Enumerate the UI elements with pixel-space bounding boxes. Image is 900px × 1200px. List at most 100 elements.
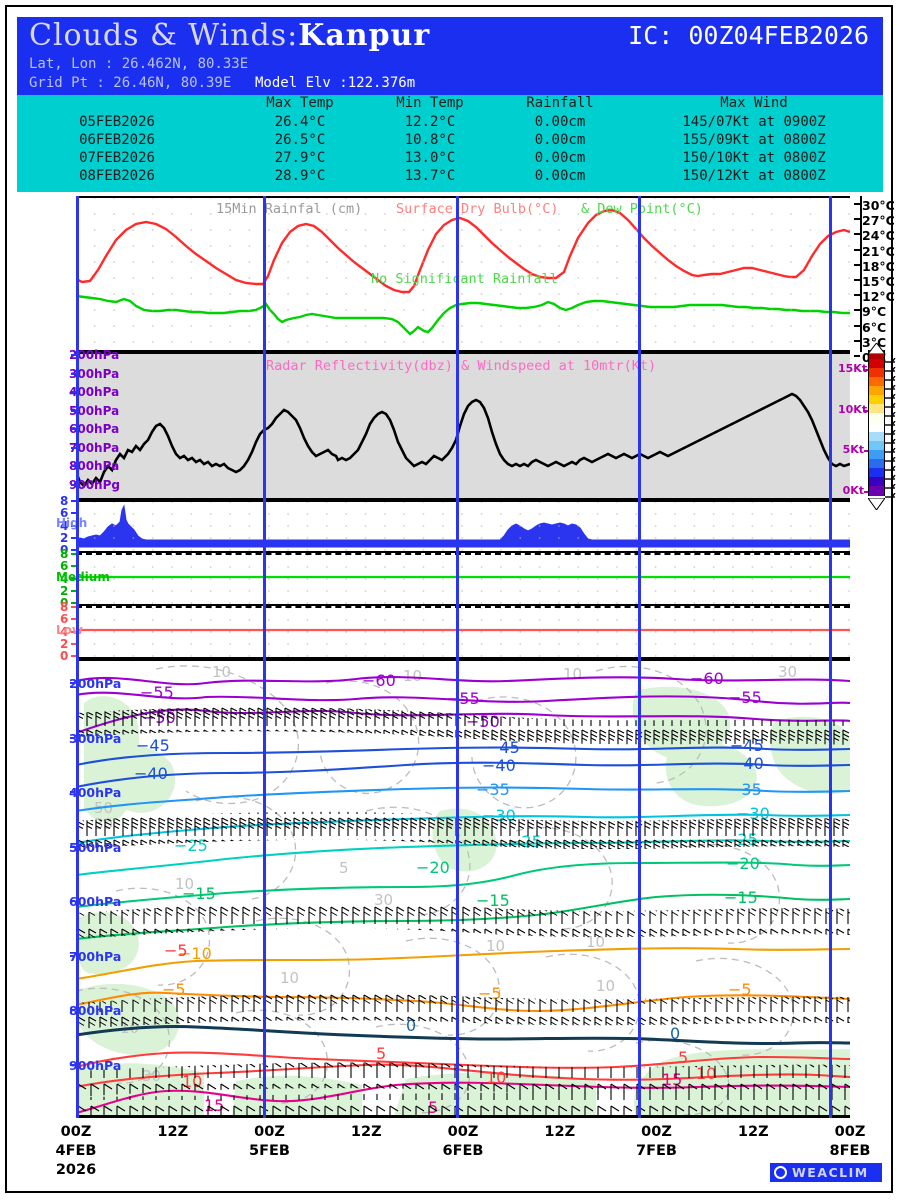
colorbar-barb-icon: [885, 351, 896, 363]
colorbar-barb-icon: [885, 414, 896, 426]
page-border: [5, 5, 893, 1193]
medium-cloud-panel: [76, 553, 850, 606]
colorbar-label: 15Kt: [838, 362, 868, 375]
colorbar-barb-icon: [885, 378, 896, 390]
dayline-00z-7feb: [638, 196, 641, 1118]
colorbar-segment: [868, 395, 885, 405]
wind-barbs-200hpa: [76, 707, 850, 745]
colorbar-barb-icon: [885, 405, 896, 417]
time-tick-hour: 00Z: [254, 1124, 285, 1140]
cross-section-graphic: 10 10 10 30 50 30 10 5 30 10 10 10 10 10…: [76, 663, 850, 1115]
table-row: 06FEB2026 26.5°C 10.8°C 0.00cm 155/09Kt at 0…: [17, 131, 883, 149]
isotherm--60: [76, 676, 850, 686]
colorbar-segment: [868, 377, 885, 387]
cell-max-temp: 26.4°C: [274, 114, 326, 130]
temp-tick-label: 12°C: [862, 289, 895, 305]
station-name: Kanpur: [298, 18, 431, 53]
isotherm-0: [76, 1024, 850, 1046]
temp-tick-label: 18°C: [862, 258, 895, 274]
pressure-tick: [70, 845, 75, 848]
upper-air-cross-section-panel: 10 10 10 30 50 30 10 5 30 10 10 10 10 10…: [76, 659, 850, 1118]
isotherm-label--5: −5: [162, 980, 186, 999]
cloud-tick: [71, 512, 76, 515]
colorbar-barb-icon: [885, 423, 896, 435]
initial-condition-label: IC: 00Z04FEB2026: [628, 21, 869, 50]
wind-barbs-surface: [76, 1089, 850, 1115]
temp-tick: [854, 339, 860, 342]
cell-max-wind: 145/07Kt at 0900Z: [682, 114, 826, 130]
high-cloud-panel: [76, 500, 850, 553]
isotherm-label--40: −40: [730, 754, 764, 773]
copyright-icon: [774, 1166, 787, 1179]
cloud-tick: [71, 553, 76, 555]
time-tick-day: 7FEB: [636, 1143, 677, 1159]
dayline-00z-8feb: [829, 196, 832, 1118]
wind-barbs-400hpa: [76, 811, 850, 850]
dew-point-curve: [76, 294, 850, 336]
rh-label: 5: [339, 859, 349, 877]
cloud-tick-label: 4: [60, 571, 69, 586]
colorbar-segment: [868, 440, 885, 451]
cloud-tick: [71, 500, 76, 502]
isotherm-label--40: −40: [134, 764, 168, 783]
axis-tick: [71, 446, 76, 449]
isotherm-label--35: −35: [476, 780, 510, 799]
isotherm-label-5: 5: [678, 1048, 688, 1067]
rainfall-title: 15Min Rainfal (cm): [216, 201, 363, 217]
time-tick-day: 6FEB: [442, 1143, 484, 1159]
cloud-tick: [71, 577, 76, 580]
cell-rainfall: 0.00cm: [534, 168, 586, 184]
wind-barbs-700hpa: [76, 994, 850, 1029]
pressure-tick: [70, 682, 75, 684]
colorbar-segment: [868, 413, 885, 423]
cell-rainfall: 0.00cm: [534, 132, 586, 148]
colorbar-barb-icon: [885, 486, 896, 499]
colorbar-segment: [868, 368, 885, 378]
dayline-00z-6feb: [456, 196, 459, 1118]
isotherm-label--45: −45: [136, 736, 170, 755]
cloud-tick-label: 0: [60, 543, 69, 557]
temp-tick: [854, 203, 860, 205]
colorbar-barb-icon: [885, 432, 896, 444]
cloud-tick-label: 0: [60, 596, 69, 610]
col-max-wind: Max Wind: [720, 95, 788, 111]
colorbar-barb-icon: [885, 396, 896, 408]
cloud-tick-label: 4: [60, 518, 69, 533]
temp-tick: [854, 263, 860, 266]
isotherm--55: [76, 691, 850, 705]
cell-date: 05FEB2026: [79, 114, 155, 130]
cloud-tick-label: 0: [60, 649, 69, 663]
watermark-text: WEACLIM: [792, 1165, 869, 1180]
isotherm--45: [76, 746, 850, 767]
latlon-label: Lat, Lon : 26.462N, 80.33E: [29, 56, 249, 72]
cloud-tick-label: 8: [60, 494, 69, 508]
rh-label: 30: [778, 663, 797, 681]
time-tick-hour: 00Z: [60, 1124, 92, 1140]
temperature-axis-bar: [852, 196, 862, 352]
isotherm-label--55: −55: [728, 688, 762, 707]
temp-tick-label: 3°C: [862, 334, 887, 350]
time-tick-hour: 00Z: [641, 1124, 672, 1140]
axis-tick: [71, 465, 76, 467]
colorbar-segment: [868, 467, 885, 478]
daily-summary-table: Max Temp Min Temp Rainfall Max Wind 05FE…: [17, 95, 883, 192]
cloud-tick-label: 2: [60, 583, 69, 598]
cloud-tick: [71, 589, 76, 592]
isotherm-label--15: −15: [724, 888, 758, 907]
cloud-tick-label: 8: [60, 600, 69, 614]
dayline-00z-5feb: [263, 196, 266, 1118]
isotherm-label--15: −15: [476, 891, 510, 910]
isotherm-label--60: −60: [362, 671, 396, 690]
isotherm-label--35: −35: [728, 780, 762, 799]
colorbar-barb-icon: [885, 369, 896, 381]
wind-barb-bands: [76, 707, 850, 1115]
cell-max-temp: 26.5°C: [274, 132, 326, 148]
temp-tick: [854, 218, 860, 221]
colorbar-label: 10Kt: [838, 402, 868, 416]
colorbar-segment: [868, 404, 885, 414]
table-row: 05FEB2026 26.4°C 12.2°C 0.00cm 145/07Kt at 0…: [17, 113, 883, 131]
cell-date: 07FEB2026: [79, 150, 155, 166]
temp-tick: [854, 355, 860, 357]
drybulb-title: Surface Dry Bulb(°C): [396, 201, 559, 217]
page-title: Clouds & Winds:Kanpur: [29, 18, 430, 53]
